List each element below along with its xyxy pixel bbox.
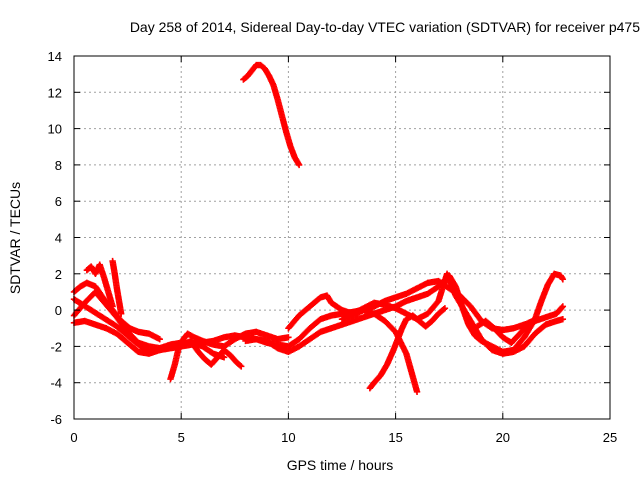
data-point — [441, 305, 449, 312]
y-tick-label: 2 — [55, 267, 62, 282]
y-tick-label: 8 — [55, 158, 62, 173]
data-point — [238, 363, 245, 370]
x-tick-label: 5 — [178, 430, 185, 445]
data-point — [440, 305, 448, 313]
data-point — [413, 388, 421, 395]
data-point — [117, 310, 125, 317]
x-tick-label: 0 — [70, 430, 77, 445]
x-tick-label: 15 — [388, 430, 402, 445]
data-point — [558, 304, 566, 311]
data-point — [156, 335, 163, 343]
data-point — [285, 334, 292, 341]
data-point — [220, 354, 228, 361]
y-tick-label: 12 — [48, 85, 62, 100]
series-arc-g — [167, 328, 292, 383]
y-tick-label: -6 — [50, 412, 62, 427]
data-point — [109, 303, 116, 310]
x-tick-label: 10 — [281, 430, 295, 445]
series-arc-h — [188, 339, 245, 370]
series-arc-l — [366, 305, 449, 392]
series-arc-j — [285, 270, 567, 357]
grid-lines — [74, 56, 610, 419]
y-tick-label: 10 — [48, 122, 62, 137]
chart-title: Day 258 of 2014, Sidereal Day-to-day VTE… — [130, 19, 640, 35]
y-tick-label: -4 — [50, 376, 62, 391]
axes: 0 5 10 15 20 25 -6 -4 -2 0 2 4 6 8 10 12 14 — [48, 49, 618, 445]
data-point — [559, 303, 567, 310]
data-point — [295, 161, 303, 169]
x-tick-label: 20 — [496, 430, 510, 445]
y-tick-label: 0 — [55, 303, 62, 318]
y-tick-label: 14 — [48, 49, 62, 64]
series-arc-m — [473, 315, 541, 346]
data-point — [559, 276, 567, 283]
x-axis-title: GPS time / hours — [287, 457, 394, 473]
y-tick-label: -2 — [50, 339, 62, 354]
data-point — [533, 315, 541, 323]
series-arc-e — [109, 257, 125, 317]
y-tick-label: 6 — [55, 194, 62, 209]
series-arc-c — [70, 279, 163, 343]
y-axis-title: SDTVAR / TECUs — [7, 182, 23, 294]
data-marks — [70, 61, 567, 395]
series-arc-d — [83, 261, 116, 310]
data-point — [236, 362, 244, 369]
x-tick-label: 25 — [603, 430, 617, 445]
y-tick-label: 4 — [55, 231, 62, 246]
series-arc-peak — [240, 61, 303, 169]
data-point — [559, 315, 567, 323]
